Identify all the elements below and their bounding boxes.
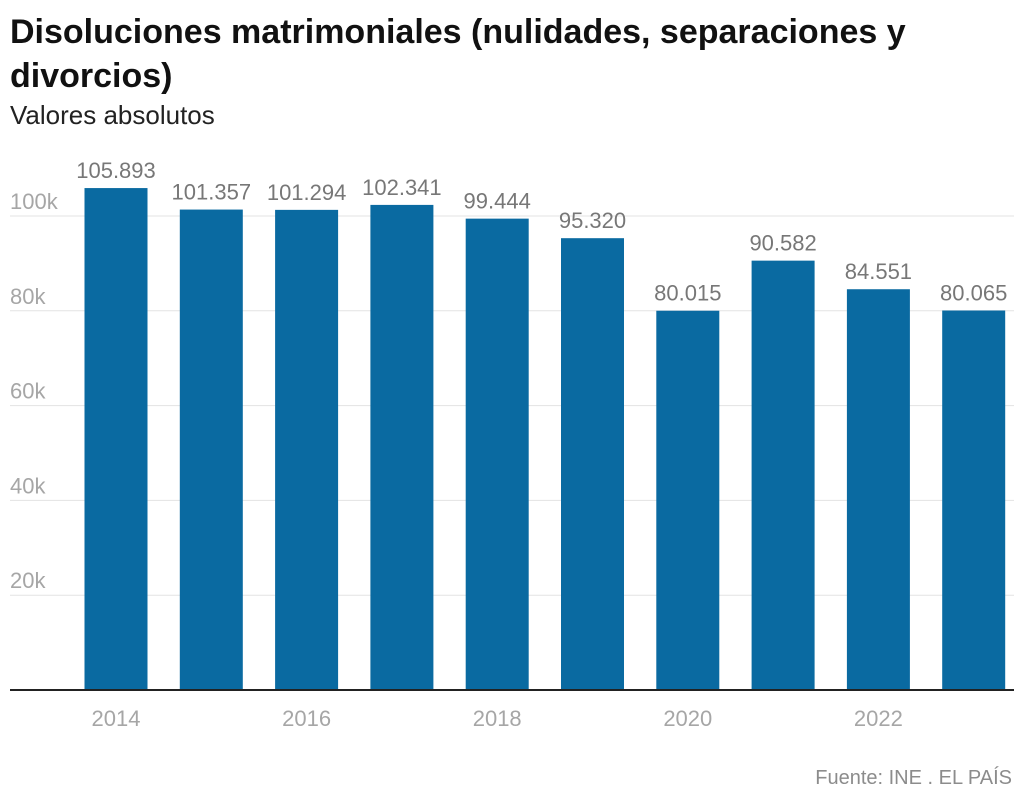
y-tick-label: 40k: [10, 473, 46, 498]
data-label: 80.015: [654, 281, 721, 306]
data-label: 84.551: [845, 259, 912, 284]
data-label: 99.444: [464, 189, 531, 214]
bar: [370, 204, 434, 690]
chart-subtitle: Valores absolutos: [10, 100, 215, 130]
bar: [561, 238, 624, 690]
x-tick-label: 2020: [663, 706, 712, 731]
data-label: 102.341: [362, 175, 442, 200]
data-label: 105.893: [76, 158, 156, 183]
x-tick-label: 2014: [92, 706, 141, 731]
bar: [275, 209, 339, 690]
data-label: 101.357: [172, 180, 252, 205]
bar: [465, 218, 529, 690]
bar: [846, 289, 910, 690]
x-tick-label: 2022: [854, 706, 903, 731]
bar: [942, 310, 1006, 690]
x-tick-label: 2016: [282, 706, 331, 731]
bar: [84, 188, 148, 690]
y-tick-label: 20k: [10, 568, 46, 593]
x-tick-label: 2018: [473, 706, 522, 731]
y-tick-label: 100k: [10, 189, 59, 214]
data-label: 90.582: [749, 231, 816, 256]
data-label: 80.065: [940, 280, 1007, 305]
data-label: 101.294: [267, 180, 347, 205]
data-label: 95.320: [559, 208, 626, 233]
bar: [751, 260, 815, 690]
chart-title: Disoluciones matrimoniales (nulidades, s…: [10, 13, 906, 95]
bar: [179, 209, 243, 691]
source-note: Fuente: INE . EL PAÍS: [815, 767, 1012, 789]
bar: [656, 310, 720, 690]
y-tick-label: 60k: [10, 379, 46, 404]
y-tick-label: 80k: [10, 284, 46, 309]
